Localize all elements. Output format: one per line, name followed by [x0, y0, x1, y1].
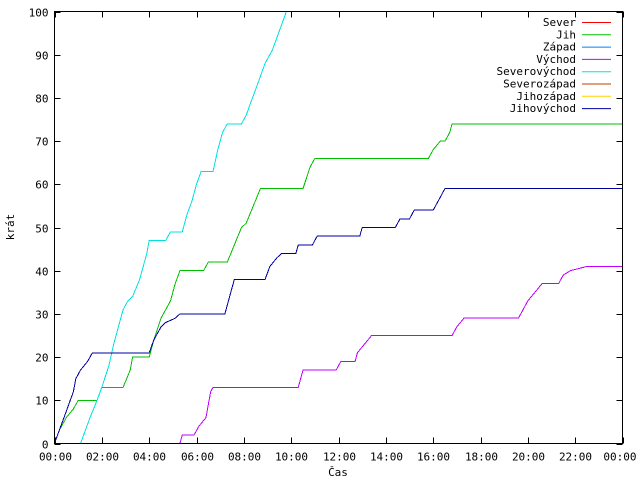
y-tick-label: 40 [35, 266, 48, 279]
x-tick-label: 02:00 [86, 451, 119, 464]
x-axis-label: Čas [328, 466, 348, 479]
legend-label: Jih [556, 28, 576, 41]
legend-label: Západ [543, 41, 576, 54]
x-tick-label: 18:00 [465, 451, 498, 464]
series-line-3 [179, 265, 623, 444]
y-tick-label: 80 [35, 93, 48, 106]
series-line-1 [54, 123, 623, 444]
y-axis-label: krát [4, 214, 17, 241]
plot-frame [54, 11, 623, 444]
y-tick-label: 60 [35, 179, 48, 192]
legend-label: Východ [536, 53, 576, 66]
x-tick-label: 08:00 [228, 451, 261, 464]
y-tick-label: 100 [29, 7, 49, 20]
x-tick-label: 00:00 [39, 451, 72, 464]
y-tick-label: 20 [35, 352, 48, 365]
series-line-7 [54, 188, 623, 444]
x-tick-label: 06:00 [181, 451, 214, 464]
x-tick-label: 00:00 [603, 451, 636, 464]
x-tick-label: 12:00 [323, 451, 356, 464]
legend-label: Severozápad [503, 78, 576, 91]
legend: SeverJihZápadVýchodSeverovýchodSeverozáp… [497, 16, 611, 115]
x-tick-label: 16:00 [417, 451, 450, 464]
series-line-4 [80, 11, 287, 444]
x-tick-label: 04:00 [133, 451, 166, 464]
x-tick-label: 20:00 [512, 451, 545, 464]
axes: 0 10 20 30 40 50 60 70 80 90 100 00:00 02:00 04:00 06:… [29, 7, 637, 464]
x-tick-label: 10:00 [275, 451, 308, 464]
y-tick-label: 70 [35, 136, 48, 149]
legend-label: Jihozápad [516, 90, 576, 103]
legend-label: Jihovýchod [510, 102, 576, 115]
y-tick-label: 0 [42, 439, 49, 452]
legend-label: Severovýchod [497, 65, 576, 78]
legend-label: Sever [543, 16, 576, 29]
y-tick-label: 30 [35, 309, 48, 322]
x-tick-label: 22:00 [559, 451, 592, 464]
y-tick-label: 10 [35, 395, 48, 408]
y-tick-label: 90 [35, 50, 48, 63]
series-lines [54, 11, 623, 444]
y-tick-label: 50 [35, 223, 48, 236]
x-tick-label: 14:00 [370, 451, 403, 464]
